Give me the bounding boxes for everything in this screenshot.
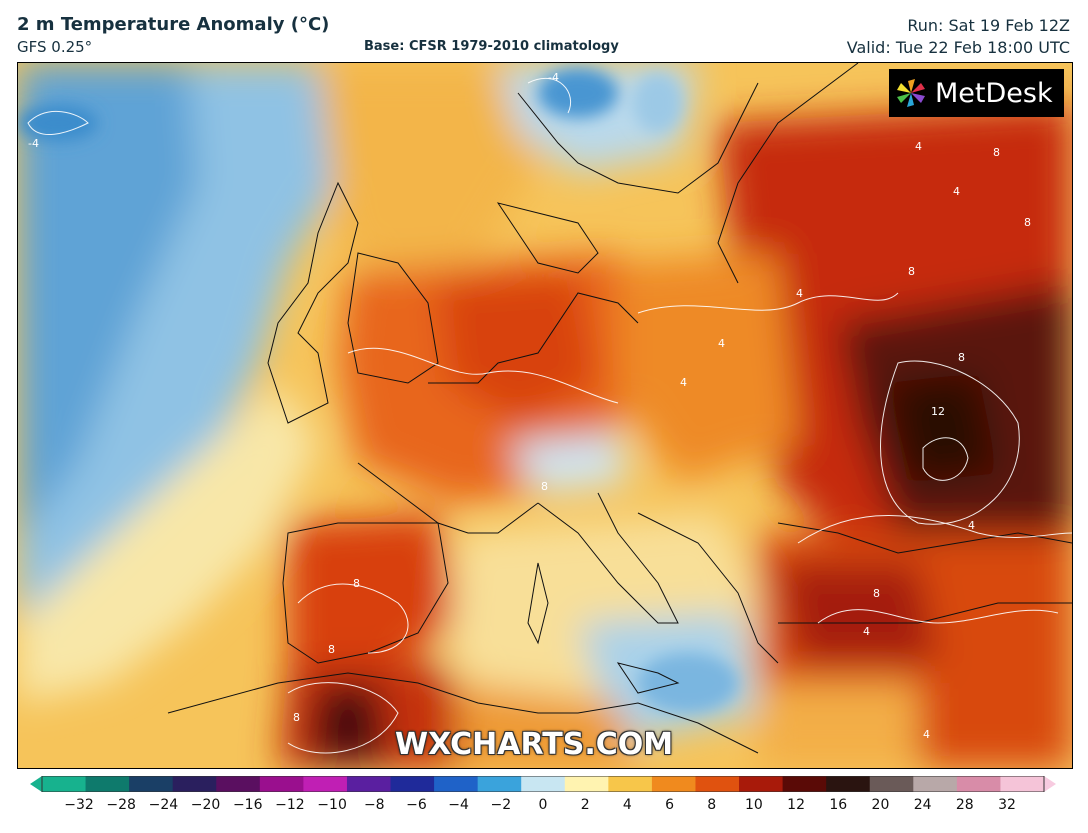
model-name: GFS 0.25° [17,38,93,56]
colorbar-segment [651,776,696,792]
wxcharts-watermark: WXCHARTS.COM [395,727,674,762]
colorbar-tick-label: 10 [744,797,763,813]
contour-label-8-italy: 8 [541,480,548,493]
colorbar-tick-label: 16 [829,797,848,813]
colorbar-segment [346,776,392,792]
contour-label-8-e: 8 [1024,216,1031,229]
contour-label-4-poland: 4 [718,337,725,350]
contour-label-8-mid: 8 [908,265,915,278]
colorbar-segment [477,776,522,792]
colorbar-tick-label: −32 [64,797,94,813]
colorbar-tick-label: −28 [106,797,136,813]
colorbar-segment [739,776,784,792]
colorbar-tick-label: −6 [406,797,427,813]
colorbar-segment [216,776,261,792]
contour-label-8-spain: 8 [353,577,360,590]
colorbar-tick-label: 12 [787,797,805,813]
colorbar-segment [1000,776,1045,792]
contour-label-4-central: 4 [796,287,803,300]
metdesk-logo-text: MetDesk [935,77,1053,109]
colorbar-segment [782,776,827,792]
anomaly-map: -4 -4 4 8 4 8 8 4 8 12 4 4 8 4 8 8 8 4 8… [17,62,1073,769]
colorbar-segment [129,776,174,792]
colorbar-tick-label: 32 [998,797,1016,813]
contour-label-minus4-north: -4 [548,71,559,84]
climatology-base: Base: CFSR 1979-2010 climatology [364,39,619,54]
colorbar-tick-label: −12 [275,797,305,813]
colorbar-tick-label: −24 [148,797,179,813]
colorbar-segment [826,776,871,792]
colorbar-tick-label: 0 [538,797,548,813]
contour-label-4-turkey: 4 [863,625,870,638]
metdesk-logo: MetDesk [889,69,1064,117]
colorbar-tick-label: 2 [580,797,590,813]
colorbar-tick-label: −20 [190,797,221,813]
chart-title: 2 m Temperature Anomaly (°C) [17,14,330,35]
colorbar-tick-label: −8 [363,797,385,813]
colorbar-tick-label: 6 [665,797,674,813]
colorbar-tick-label: 4 [622,797,632,813]
colorbar [30,776,1056,792]
colorbar-tick-label: 24 [913,797,932,813]
run-time: Run: Sat 19 Feb 12Z [907,16,1070,35]
colorbar-ticks: −32 −28 −24 −20 −16 −12 −10 −8 −6 −4 −2 0 2 4 6 8 10 12 16… [0,797,1088,819]
colorbar-segment [390,776,435,792]
colorbar-segment [869,776,914,792]
colorbar-segment [172,776,217,792]
contour-label-4-se: 4 [923,728,930,741]
valid-time: Valid: Tue 22 Feb 18:00 UTC [846,38,1070,57]
colorbar-left-arrow [30,776,42,792]
colorbar-segment [695,776,740,792]
contour-labels: -4 -4 4 8 4 8 8 4 8 12 4 4 8 4 8 8 8 4 8… [28,71,1031,741]
contour-label-8-turkey: 8 [873,587,880,600]
colorbar-tick-label: −4 [448,797,469,813]
contour-label-4-ne: 4 [915,140,922,153]
colorbar-tick-label: −2 [490,797,512,813]
colorbar-segment [42,776,87,792]
colorbar-segment [956,776,1001,792]
contour-lines [27,77,1072,754]
contour-label-8-south-spain: 8 [328,643,335,656]
colorbar-segment [85,776,130,792]
metdesk-pinwheel-icon [897,79,925,107]
contour-label-12: 12 [931,405,945,418]
contour-label-8-ne: 8 [993,146,1000,159]
colorbar-right-arrow [1044,776,1056,792]
contour-label-8-morocco: 8 [293,711,300,724]
anomaly-field [18,63,1072,768]
colorbar-tick-label: −10 [317,797,347,813]
coastlines [167,63,1072,754]
contour-label-4-czech: 4 [680,376,687,389]
anomaly-detail [18,68,738,713]
colorbar-segment [913,776,958,792]
colorbar-segments [42,776,1045,792]
colorbar-tick-label: 8 [707,797,717,813]
colorbar-tick-label: 20 [871,797,890,813]
colorbar-segment [608,776,653,792]
map-canvas: -4 -4 4 8 4 8 8 4 8 12 4 4 8 4 8 8 8 4 8… [18,63,1072,768]
colorbar-tick-label: 28 [955,797,974,813]
colorbar-segment [434,776,479,792]
colorbar-segment [564,776,609,792]
contour-label-4-black-sea: 4 [968,519,975,532]
contour-label-8-russia: 8 [958,351,965,364]
colorbar-segment [259,776,304,792]
contour-label-4-e: 4 [953,185,960,198]
colorbar-segment [521,776,566,792]
colorbar-segment [303,776,348,792]
colorbar-tick-label: −16 [232,797,263,813]
colorbar-frame [41,776,1045,792]
contour-label-minus4: -4 [28,137,39,150]
